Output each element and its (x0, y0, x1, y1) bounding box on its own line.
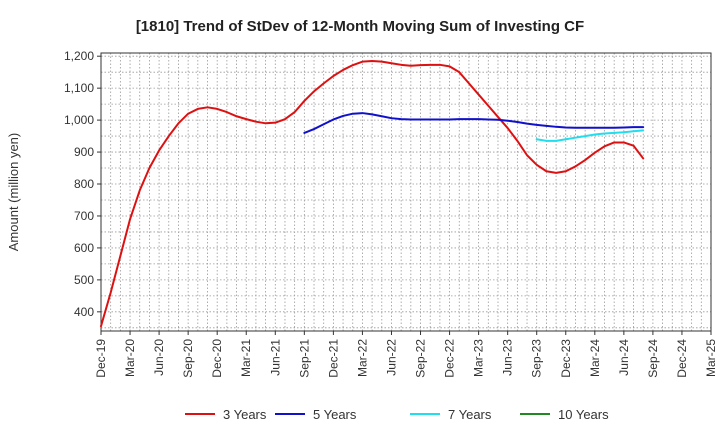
x-tick-label: Dec-24 (675, 339, 689, 378)
legend-label: 10 Years (558, 407, 609, 422)
series-lines (100, 59, 645, 328)
series-line-3-years (100, 59, 645, 328)
legend-label: 3 Years (223, 407, 267, 422)
y-tick-label: 800 (74, 177, 94, 191)
y-tick-label: 1,000 (64, 113, 94, 127)
x-tick-label: Dec-20 (210, 339, 224, 378)
x-tick-label: Dec-21 (326, 339, 340, 378)
x-tick-label: Mar-20 (123, 339, 137, 377)
legend-label: 7 Years (448, 407, 492, 422)
y-axis-label: Amount (million yen) (6, 133, 21, 252)
x-tick-label: Jun-23 (501, 339, 515, 376)
x-tick-label: Dec-23 (559, 339, 573, 378)
y-tick-label: 600 (74, 241, 94, 255)
x-axis-ticks: Dec-19 Mar-20 Jun-20 Sep-20 Dec-20 Mar-21 Jun-… (94, 331, 718, 378)
x-tick-label: Sep-23 (530, 339, 544, 378)
series-line-7-years (535, 129, 645, 142)
x-tick-label: Mar-23 (472, 339, 486, 377)
x-tick-label: Sep-22 (414, 339, 428, 378)
y-tick-label: 500 (74, 273, 94, 287)
x-tick-label: Mar-22 (355, 339, 369, 377)
plot-grid (101, 53, 711, 331)
chart-title: [1810] Trend of StDev of 12-Month Moving… (136, 18, 584, 35)
x-tick-label: Mar-24 (588, 339, 602, 377)
x-tick-label: Sep-21 (297, 339, 311, 378)
y-axis-ticks: 400 500 600 700 800 900 1,000 1,100 1,200 (64, 49, 101, 319)
x-tick-label: Sep-24 (646, 339, 660, 378)
y-tick-label: 900 (74, 145, 94, 159)
x-tick-label: Jun-22 (384, 339, 398, 376)
x-tick-label: Mar-25 (704, 339, 718, 377)
x-tick-label: Sep-20 (181, 339, 195, 378)
y-tick-label: 1,200 (64, 49, 94, 63)
x-tick-label: Dec-22 (443, 339, 457, 378)
plot-area (100, 52, 712, 332)
x-tick-label: Mar-21 (239, 339, 253, 377)
y-tick-label: 700 (74, 209, 94, 223)
x-tick-label: Jun-21 (268, 339, 282, 376)
legend: 3 Years 5 Years 7 Years 10 Years (185, 407, 609, 422)
x-tick-label: Jun-24 (617, 339, 631, 376)
x-tick-label: Jun-20 (152, 339, 166, 376)
x-tick-label: Dec-19 (94, 339, 108, 378)
series-line-5-years (303, 112, 645, 134)
y-tick-label: 1,100 (64, 81, 94, 95)
y-tick-label: 400 (74, 305, 94, 319)
legend-label: 5 Years (313, 407, 357, 422)
